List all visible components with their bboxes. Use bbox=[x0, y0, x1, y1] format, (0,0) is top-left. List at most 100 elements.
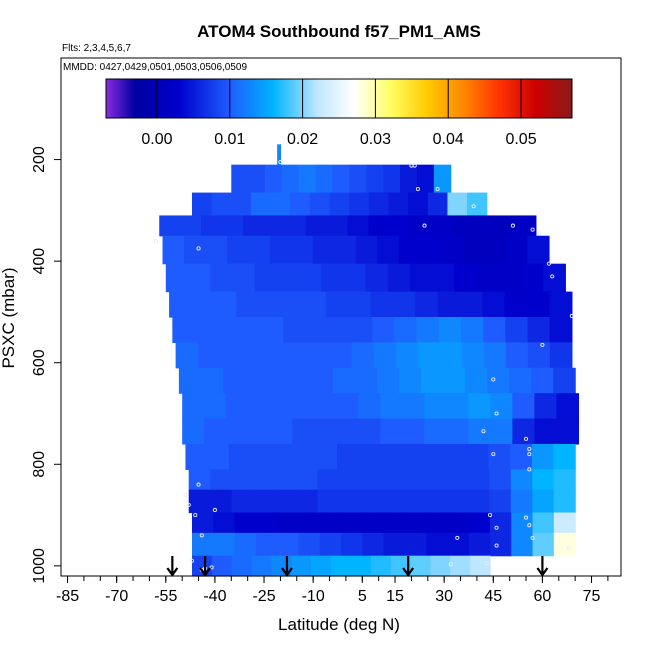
heatmap-cell bbox=[489, 469, 512, 491]
heatmap-cell bbox=[293, 443, 316, 470]
heatmap-cell bbox=[512, 393, 535, 420]
heatmap-cell bbox=[277, 532, 300, 557]
heatmap-cell bbox=[424, 469, 447, 491]
heatmap-cell bbox=[511, 532, 534, 557]
heatmap-cell bbox=[532, 512, 555, 534]
heatmap-cell bbox=[473, 215, 495, 237]
heatmap-cell bbox=[433, 164, 452, 194]
sample-points bbox=[153, 160, 574, 572]
heatmap-cell bbox=[280, 291, 304, 318]
heatmap-cell bbox=[466, 443, 490, 470]
heatmap-cell bbox=[370, 555, 392, 577]
heatmap-cell bbox=[506, 235, 529, 265]
sample-point bbox=[530, 535, 535, 540]
heatmap-cell bbox=[291, 555, 312, 577]
heatmap-cell bbox=[553, 489, 576, 514]
heatmap-cell bbox=[244, 367, 268, 394]
heatmap-cell bbox=[360, 489, 383, 514]
heatmap-cell bbox=[461, 342, 485, 369]
heatmap-cell bbox=[381, 489, 405, 514]
heatmap-cell bbox=[274, 469, 297, 491]
heatmap-cell bbox=[504, 291, 528, 318]
heatmap-cell bbox=[532, 532, 555, 557]
sample-point bbox=[435, 186, 440, 192]
heatmap-cell bbox=[394, 317, 418, 343]
heatmap-cell bbox=[553, 512, 576, 534]
heatmap-cell bbox=[447, 192, 468, 217]
sample-point bbox=[196, 482, 201, 487]
heatmap-cell bbox=[226, 393, 249, 420]
colorbar-tick-label: 0.03 bbox=[360, 131, 391, 148]
heatmap-cell bbox=[510, 489, 533, 514]
heatmap-cell bbox=[216, 317, 240, 343]
plot-frame bbox=[60, 57, 622, 577]
y-axis: 200 400 600 800 1000 bbox=[31, 146, 61, 584]
heatmap-cell bbox=[532, 489, 555, 514]
sample-point bbox=[422, 223, 427, 228]
sample-point bbox=[448, 562, 453, 567]
heatmap-cell bbox=[204, 393, 227, 420]
heatmap-cell bbox=[380, 443, 403, 470]
heatmap-cell bbox=[380, 393, 403, 420]
heatmap-cell bbox=[310, 367, 334, 394]
heatmap-cell bbox=[426, 532, 449, 557]
heatmap-cell bbox=[263, 342, 287, 369]
y-tick-label: 800 bbox=[31, 451, 48, 478]
heatmap-cell bbox=[315, 164, 334, 194]
heatmap-cell bbox=[426, 512, 449, 534]
x-tick-label: -70 bbox=[105, 588, 128, 605]
y-tick-label: 1000 bbox=[31, 548, 48, 584]
sample-point bbox=[278, 160, 283, 165]
heatmap-cell bbox=[527, 291, 551, 318]
heatmap-cell bbox=[291, 235, 314, 265]
x-axis-label: Latitude (deg N) bbox=[278, 615, 400, 634]
sample-point bbox=[550, 274, 555, 279]
heatmap-cell bbox=[454, 263, 478, 293]
heatmap-cell bbox=[510, 469, 533, 491]
heatmap-cell bbox=[205, 235, 228, 265]
heatmap-cell bbox=[423, 443, 446, 470]
heatmap-cell bbox=[255, 512, 278, 534]
heatmap-cell bbox=[446, 418, 469, 445]
heatmap-cell bbox=[231, 164, 249, 194]
sample-point bbox=[186, 502, 191, 507]
profile-arrow bbox=[166, 556, 179, 577]
heatmap-cell bbox=[288, 367, 312, 394]
sample-point bbox=[491, 452, 496, 457]
heatmap-cell bbox=[377, 235, 400, 265]
heatmap-cell bbox=[314, 393, 337, 420]
heatmap-cell bbox=[204, 418, 227, 445]
heatmap-cell bbox=[236, 291, 260, 318]
heatmap-cell bbox=[339, 469, 362, 491]
heatmap-cell bbox=[290, 192, 311, 217]
heatmap-cell bbox=[283, 317, 307, 343]
heatmap-cell bbox=[408, 192, 429, 217]
heatmap-cell bbox=[263, 215, 286, 237]
heatmap-cell bbox=[325, 291, 349, 318]
heatmap-cell bbox=[460, 317, 484, 343]
heatmap-cell bbox=[270, 192, 291, 217]
heatmap-cell bbox=[512, 418, 535, 445]
heatmap-cell bbox=[309, 192, 331, 217]
sample-point bbox=[484, 561, 489, 566]
heatmap-cell bbox=[527, 235, 550, 265]
heatmap-cell bbox=[447, 512, 470, 534]
sample-point bbox=[527, 446, 532, 452]
profile-arrow bbox=[402, 556, 415, 577]
profile-arrow bbox=[536, 556, 549, 577]
heatmap-cell bbox=[251, 555, 273, 577]
heatmap-cell bbox=[377, 367, 400, 394]
heatmap-cell bbox=[303, 291, 327, 318]
sample-point bbox=[183, 492, 188, 497]
profile-arrow bbox=[199, 556, 211, 577]
heatmap-cell bbox=[527, 342, 551, 369]
heatmap-cell bbox=[398, 235, 421, 265]
heatmap-cell bbox=[213, 532, 236, 557]
heatmap-cell bbox=[231, 192, 252, 217]
colorbar-tick-label: 0.04 bbox=[433, 131, 464, 148]
heatmap-cell bbox=[210, 263, 233, 293]
heatmap-cell bbox=[553, 443, 576, 470]
heatmap-cell bbox=[437, 291, 461, 318]
sample-point bbox=[481, 429, 486, 434]
heatmap-cell bbox=[349, 317, 373, 343]
